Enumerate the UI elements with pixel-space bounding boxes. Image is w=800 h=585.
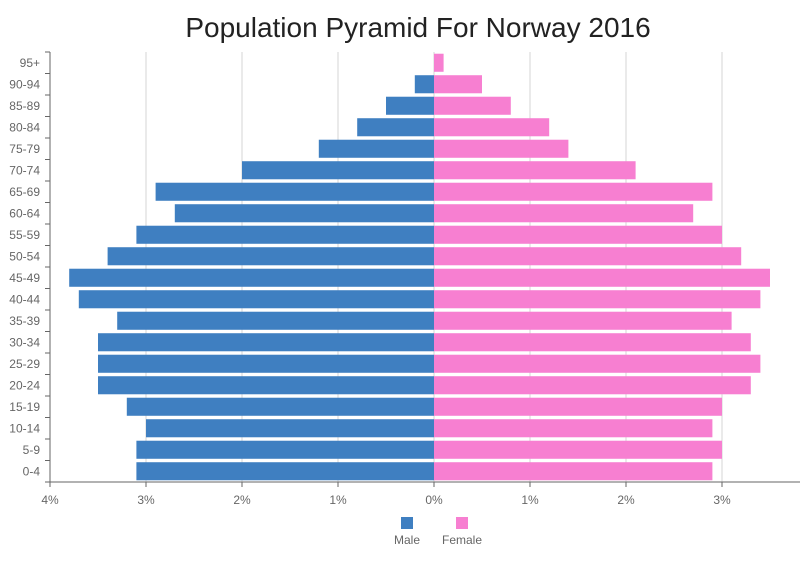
bar-male [136,225,434,244]
bar-female [434,440,722,459]
bar-male [386,96,434,115]
legend: Male Female [394,517,482,547]
bar-female [434,247,742,266]
y-tick-label: 0-4 [23,464,41,478]
bar-male [136,462,434,481]
y-tick-label: 55-59 [9,228,40,242]
bar-male [136,440,434,459]
bar-female [434,204,694,223]
x-tick-label: 0% [425,493,443,507]
x-tick-label: 4% [41,493,59,507]
bar-female [434,96,511,115]
bar-male [117,311,434,330]
y-tick-label: 90-94 [9,77,40,91]
x-tick-label: 1% [521,493,539,507]
y-tick-label: 40-44 [9,292,40,306]
y-tick-label: 70-74 [9,163,40,177]
y-tick-label: 65-69 [9,185,40,199]
bar-female [434,419,713,438]
bar-female [434,268,770,287]
x-tick-label: 1% [329,493,347,507]
bar-male [414,75,434,94]
y-tick-label: 50-54 [9,249,40,263]
x-tick-label: 3% [713,493,731,507]
bar-female [434,182,713,201]
legend-swatch-male [401,517,413,529]
y-tick-label: 60-64 [9,206,40,220]
bar-male [107,247,434,266]
bar-male [69,268,434,287]
bar-male [98,333,434,352]
legend-label-female: Female [442,533,482,547]
bar-female [434,376,751,395]
bar-female [434,161,636,180]
bar-female [434,53,444,72]
bar-male [242,161,434,180]
bar-female [434,333,751,352]
legend-swatch-female [456,517,468,529]
chart-title: Population Pyramid For Norway 2016 [185,12,650,43]
axes: 4% 3% 2% 1% 0% 1% 2% 3% 95+ 90-94 85-89 80-84 75-79 7… [9,51,800,507]
bar-female [434,118,550,137]
bar-female [434,290,761,309]
y-tick-label: 45-49 [9,271,40,285]
bar-female [434,354,761,373]
bar-male [174,204,435,223]
bar-male [78,290,435,309]
bars [69,53,770,481]
x-tick-label: 2% [233,493,251,507]
bar-male [155,182,434,201]
bar-male [98,354,434,373]
y-tick-label: 95+ [20,56,40,70]
y-tick-label: 35-39 [9,314,40,328]
bar-female [434,75,482,94]
bar-male [98,376,434,395]
y-tick-label: 20-24 [9,378,40,392]
y-tick-label: 25-29 [9,357,40,371]
y-tick-label: 85-89 [9,99,40,113]
y-tick-label: 15-19 [9,400,40,414]
x-tick-label: 3% [137,493,155,507]
bar-male [126,397,435,416]
legend-label-male: Male [394,533,420,547]
bar-male [146,419,434,438]
y-tick-label: 30-34 [9,335,40,349]
y-tick-label: 80-84 [9,120,40,134]
bar-female [434,462,713,481]
x-tick-label: 2% [617,493,635,507]
bar-female [434,311,732,330]
bar-male [318,139,434,158]
y-tick-label: 75-79 [9,142,40,156]
grid-lines [145,52,723,482]
y-tick-label: 10-14 [9,421,40,435]
bar-female [434,225,722,244]
bar-male [357,118,434,137]
bar-female [434,139,569,158]
y-tick-label: 5-9 [23,443,41,457]
bar-female [434,397,722,416]
